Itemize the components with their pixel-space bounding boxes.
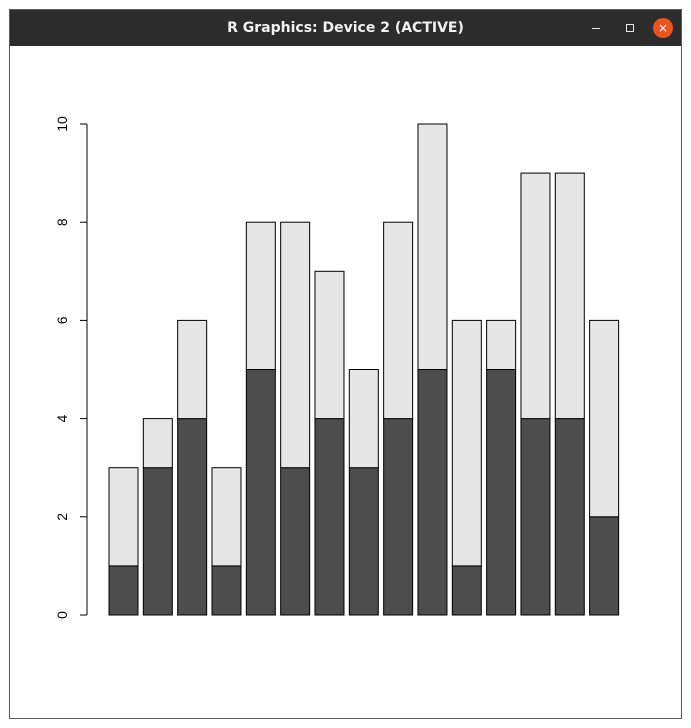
- bar-segment-lower: [211, 565, 242, 616]
- bar-segment-upper: [314, 270, 345, 420]
- bar-segment-upper: [520, 172, 551, 420]
- bar-segment-upper: [451, 319, 482, 567]
- title-bar[interactable]: R Graphics: Device 2 (ACTIVE) ×: [10, 10, 681, 46]
- bar-segment-lower: [314, 418, 345, 616]
- y-tick-label: 10: [54, 116, 70, 132]
- bar-segment-lower: [486, 369, 517, 616]
- bar-segment-lower: [142, 467, 173, 616]
- bar-segment-lower: [177, 418, 208, 616]
- plot-area: 0 2 4 6 8 10: [10, 46, 681, 718]
- y-tick-label: 4: [54, 414, 70, 422]
- y-tick-label: 2: [54, 513, 70, 521]
- bars: [108, 123, 620, 616]
- bar-segment-upper: [108, 467, 139, 567]
- maximize-button[interactable]: [620, 18, 640, 38]
- minimize-button[interactable]: [586, 18, 606, 38]
- bar-segment-lower: [417, 369, 448, 616]
- window-title: R Graphics: Device 2 (ACTIVE): [227, 20, 464, 36]
- bar-segment-upper: [280, 221, 311, 469]
- bar-segment-lower: [348, 467, 379, 616]
- bar-segment-lower: [520, 418, 551, 616]
- bar-segment-upper: [417, 123, 448, 370]
- y-axis: 0 2 4 6 8 10: [54, 116, 88, 619]
- bar-segment-lower: [383, 418, 414, 616]
- bar-segment-upper: [177, 319, 208, 420]
- bar-segment-lower: [280, 467, 311, 616]
- bar-segment-upper: [383, 221, 414, 420]
- close-button[interactable]: ×: [653, 18, 673, 38]
- bar-segment-lower: [245, 369, 276, 616]
- maximize-icon: [626, 24, 634, 32]
- bar-segment-lower: [589, 516, 620, 616]
- stacked-bar-chart: 0 2 4 6 8 10: [54, 116, 620, 619]
- y-tick-label: 6: [54, 316, 70, 324]
- bar-segment-lower: [108, 565, 139, 616]
- bar-segment-lower: [451, 565, 482, 616]
- bar-segment-upper: [245, 221, 276, 370]
- bar-segment-upper: [554, 172, 585, 420]
- bar-segment-upper: [589, 319, 620, 518]
- close-icon: ×: [657, 21, 669, 35]
- bar-segment-upper: [486, 319, 517, 370]
- bar-segment-lower: [554, 418, 585, 616]
- r-graphics-window: R Graphics: Device 2 (ACTIVE) × 0 2 4 6 8 10: [9, 9, 682, 719]
- y-tick-label: 0: [54, 611, 70, 619]
- bar-segment-upper: [348, 369, 379, 469]
- bar-segment-upper: [142, 418, 173, 469]
- minimize-icon: [592, 27, 600, 29]
- y-tick-label: 8: [54, 218, 70, 226]
- bar-segment-upper: [211, 467, 242, 567]
